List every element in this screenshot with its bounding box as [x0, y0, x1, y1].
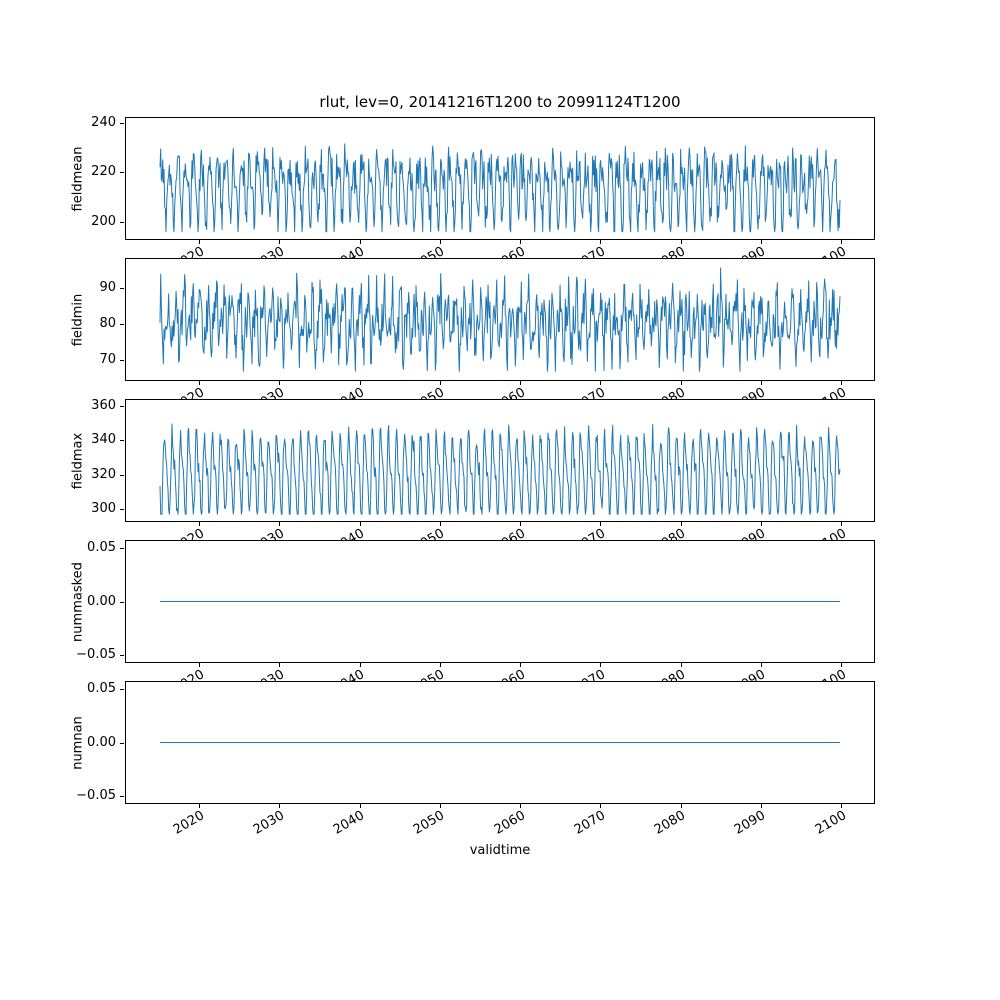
y-tick-fieldmax [120, 509, 124, 511]
series-line-fieldmin [159, 267, 841, 372]
y-tick-label-fieldmean: 220 [91, 164, 116, 180]
x-tick [760, 240, 762, 244]
series-line-fieldmax [159, 423, 841, 515]
y-tick-label-fieldmax: 320 [91, 466, 116, 482]
y-tick-label-numnan: −0.05 [76, 787, 116, 803]
chart-title: rlut, lev=0, 20141216T1200 to 20991124T1… [319, 93, 681, 111]
x-tick [841, 381, 843, 385]
y-tick-fieldmean [120, 123, 124, 125]
y-tick-label-numnan: 0.00 [87, 734, 116, 750]
series-line-fieldmean [159, 143, 841, 233]
x-tick [279, 240, 281, 244]
y-tick-label-nummasked: −0.05 [76, 646, 116, 662]
y-tick-nummasked [120, 654, 124, 656]
x-axis-label: validtime [469, 843, 531, 858]
x-tick [199, 663, 201, 667]
plot-canvas-numnan [160, 742, 840, 743]
plot-canvas-fieldmin [159, 267, 841, 372]
x-tick [600, 522, 602, 526]
y-tick-label-fieldmax: 340 [91, 432, 116, 448]
y-tick-label-fieldmax: 300 [91, 501, 116, 517]
x-tick [199, 240, 201, 244]
x-tick [279, 381, 281, 385]
y-tick-numnan [120, 742, 124, 744]
x-tick [199, 522, 201, 526]
x-tick [841, 804, 843, 808]
x-tick [439, 663, 441, 667]
x-tick [680, 522, 682, 526]
x-tick [359, 804, 361, 808]
subplot-nummasked [125, 540, 875, 663]
x-tick [359, 240, 361, 244]
x-tick [680, 663, 682, 667]
x-tick [359, 381, 361, 385]
y-tick-label-fieldmean: 200 [91, 213, 116, 229]
y-tick-label-nummasked: 0.05 [87, 540, 116, 556]
plot-canvas-nummasked [160, 601, 840, 602]
y-tick-label-numnan: 0.05 [87, 681, 116, 697]
x-tick [841, 522, 843, 526]
x-tick [359, 522, 361, 526]
y-tick-label-fieldmax: 360 [91, 397, 116, 413]
x-tick [680, 381, 682, 385]
x-tick [279, 804, 281, 808]
x-tick [760, 522, 762, 526]
x-tick [600, 663, 602, 667]
y-tick-label-fieldmin: 90 [99, 280, 116, 296]
y-tick-fieldmean [120, 172, 124, 174]
x-tick [520, 381, 522, 385]
y-tick-label-nummasked: 0.00 [87, 593, 116, 609]
x-tick [199, 804, 201, 808]
y-tick-fieldmin [120, 288, 124, 290]
x-tick [760, 381, 762, 385]
x-tick [760, 804, 762, 808]
y-tick-nummasked [120, 601, 124, 603]
x-tick [439, 381, 441, 385]
x-tick [359, 663, 361, 667]
subplot-fieldmax [125, 399, 875, 522]
x-tick [199, 381, 201, 385]
x-tick [520, 663, 522, 667]
y-tick-label-fieldmin: 80 [99, 315, 116, 331]
x-tick [600, 381, 602, 385]
y-tick-fieldmean [120, 221, 124, 223]
x-tick [439, 804, 441, 808]
y-tick-numnan [120, 689, 124, 691]
y-tick-fieldmin [120, 323, 124, 325]
y-tick-numnan [120, 795, 124, 797]
y-tick-fieldmin [120, 359, 124, 361]
plot-canvas-fieldmax [159, 423, 841, 515]
y-tick-fieldmax [120, 440, 124, 442]
plot-canvas-fieldmean [159, 143, 841, 233]
x-tick [680, 240, 682, 244]
y-tick-fieldmax [120, 405, 124, 407]
x-tick [520, 522, 522, 526]
subplot-fieldmean [125, 117, 875, 240]
x-tick [520, 804, 522, 808]
y-tick-nummasked [120, 548, 124, 550]
subplot-fieldmin [125, 258, 875, 381]
x-tick [439, 240, 441, 244]
x-tick [600, 804, 602, 808]
x-tick [439, 522, 441, 526]
y-tick-label-fieldmean: 240 [91, 115, 116, 131]
y-tick-fieldmax [120, 474, 124, 476]
x-tick [760, 663, 762, 667]
x-tick [279, 522, 281, 526]
x-tick [600, 240, 602, 244]
x-tick [279, 663, 281, 667]
x-tick [520, 240, 522, 244]
x-tick [841, 240, 843, 244]
y-tick-label-fieldmin: 70 [99, 351, 116, 367]
x-tick [680, 804, 682, 808]
x-tick [841, 663, 843, 667]
subplot-numnan [125, 681, 875, 804]
